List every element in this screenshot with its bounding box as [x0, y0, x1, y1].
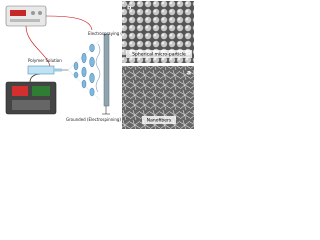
caption: Spherical micro-particle [132, 52, 186, 58]
label: Electrospraying (ES) [88, 31, 129, 36]
syringe-pump [5, 73, 57, 115]
electrospinning-diagram: Electrospraying (ES) Polymer Solution Gr… [5, 1, 194, 129]
caption-box [142, 116, 176, 124]
wire [45, 15, 93, 31]
spray [67, 39, 101, 101]
power-supply [5, 5, 47, 27]
collector-plate [103, 33, 110, 107]
wire [25, 25, 51, 69]
label: Grounded (Electrospinning) [66, 117, 121, 122]
panel-letter: a [187, 70, 191, 77]
panel-letter: b [127, 5, 132, 12]
syringe [27, 65, 68, 75]
caption: Nanofibers [147, 118, 172, 124]
caption-box [126, 50, 192, 58]
label: Polymer Solution [28, 58, 62, 63]
